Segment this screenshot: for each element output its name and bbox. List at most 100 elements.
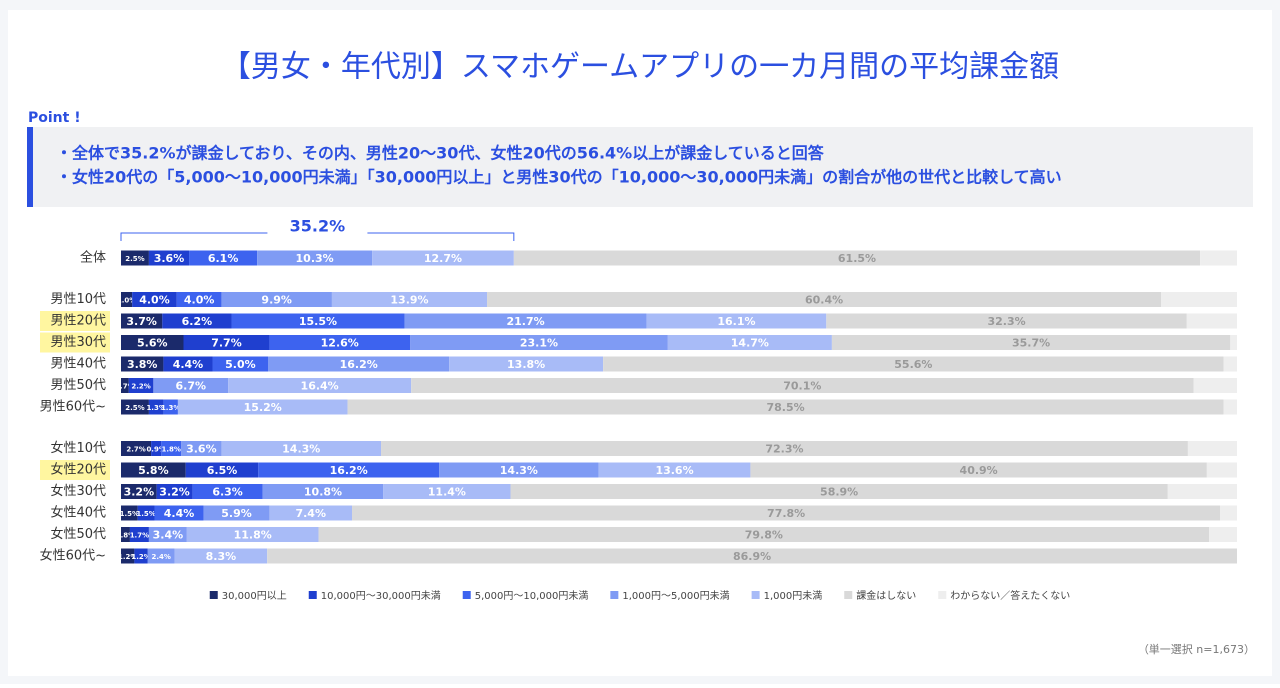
value-label: 55.6% <box>894 358 932 371</box>
bar-segment <box>1167 484 1237 499</box>
value-label: 16.2% <box>340 358 378 371</box>
value-label: 1.8% <box>162 446 181 454</box>
bar-segment <box>331 292 488 307</box>
value-label: 78.5% <box>766 401 804 414</box>
value-label: 14.3% <box>282 443 320 456</box>
bar-segment <box>137 505 155 521</box>
value-label: 7.7% <box>211 337 242 350</box>
bar-segment <box>132 292 177 307</box>
category-label: 男性20代 <box>50 314 106 329</box>
point-text: ・女性20代の「5,000～10,000円未満」「30,000円以上」と男性30… <box>56 168 1062 187</box>
value-label: 72.3% <box>765 443 803 456</box>
value-label: 1.5% <box>136 510 155 518</box>
bar-segment <box>163 399 178 415</box>
bar-segment <box>162 313 232 329</box>
category-label: 女性60代~ <box>40 548 106 564</box>
legend-label: 1,000円未満 <box>764 590 823 602</box>
value-label: 2.7% <box>126 446 145 454</box>
bar-segment <box>181 441 222 456</box>
bar-segment <box>121 484 157 499</box>
value-label: 1.3% <box>146 404 165 412</box>
bar-segment <box>121 548 135 564</box>
value-label: 2.5% <box>125 404 144 412</box>
bar-segment <box>148 399 164 415</box>
value-label: 16.4% <box>301 380 339 393</box>
value-label: 5.9% <box>221 507 252 520</box>
bar-segment <box>121 292 133 307</box>
bar-segment <box>352 505 1221 521</box>
bar-segment <box>831 335 1231 350</box>
bar-segment <box>121 462 186 478</box>
bar-segment <box>212 356 269 372</box>
bar-segment <box>487 292 1162 307</box>
legend-label: 10,000円～30,000円未満 <box>321 590 441 602</box>
value-label: 4.0% <box>184 294 215 307</box>
bar-segment <box>1200 250 1237 266</box>
bar-segment <box>439 462 599 478</box>
value-label: 3.2% <box>159 486 190 499</box>
value-label: 2.2% <box>131 383 150 391</box>
category-label: 全体 <box>80 250 106 266</box>
value-label: 5.8% <box>138 464 169 477</box>
value-label: 5.0% <box>225 358 256 371</box>
value-label: 1.2% <box>118 553 137 561</box>
bar-segment <box>598 462 751 478</box>
bar-segment <box>148 250 190 266</box>
bar-segment <box>269 505 353 521</box>
legend-swatch <box>308 591 317 599</box>
point-bar <box>27 127 33 207</box>
bar-segment <box>1220 505 1237 521</box>
bar-segment <box>128 378 154 393</box>
value-label: 0.9% <box>146 446 165 454</box>
value-label: 9.9% <box>261 294 292 307</box>
note: （単一選択 n=1,673） <box>1138 642 1255 656</box>
bar-segment <box>148 527 187 542</box>
bar-segment <box>121 335 184 350</box>
bar-segment <box>347 399 1224 415</box>
bar-segment <box>221 292 332 307</box>
bar-segment <box>383 484 511 499</box>
bar-segment <box>183 335 270 350</box>
legend-swatch <box>462 591 471 599</box>
bar-segment <box>372 250 514 266</box>
bar-segment <box>231 313 405 329</box>
value-label: 32.3% <box>987 315 1025 328</box>
bar-segment <box>1223 399 1237 415</box>
value-label: 61.5% <box>838 252 876 265</box>
bar-segment <box>177 399 348 415</box>
bar-segment <box>318 527 1210 542</box>
bar-segment <box>510 484 1168 499</box>
value-label: 3.8% <box>127 358 158 371</box>
bar-segment <box>121 313 163 329</box>
bar-segment <box>153 378 229 393</box>
legend-label: 30,000円以上 <box>222 590 287 602</box>
bar-segment <box>1193 378 1237 393</box>
bar-segment <box>161 441 182 456</box>
category-label: 男性30代 <box>50 335 106 350</box>
value-label: 14.3% <box>500 464 538 477</box>
value-label: 2.5% <box>125 255 144 263</box>
bar-segment <box>1209 527 1237 542</box>
category-label: 女性10代 <box>50 440 106 456</box>
bar-segment <box>268 356 450 372</box>
bar-segment <box>411 378 1194 393</box>
bar-segment <box>1206 462 1237 478</box>
category-highlight <box>40 460 110 480</box>
value-label: 21.7% <box>506 315 544 328</box>
bar-segment <box>176 292 222 307</box>
bar-segment <box>154 505 204 521</box>
value-label: 3.6% <box>186 443 217 456</box>
bar-segment <box>129 527 149 542</box>
value-label: 12.7% <box>424 252 462 265</box>
value-label: 15.5% <box>299 315 337 328</box>
category-label: 女性20代 <box>50 462 106 478</box>
value-label: 1.7% <box>130 532 149 540</box>
category-label: 男性40代 <box>50 357 106 372</box>
bar-segment <box>410 335 668 350</box>
value-label: 79.8% <box>745 529 783 542</box>
category-label: 男性50代 <box>50 378 106 393</box>
value-label: 13.9% <box>390 294 428 307</box>
value-label: 13.6% <box>655 464 693 477</box>
bar-segment <box>1161 292 1237 307</box>
